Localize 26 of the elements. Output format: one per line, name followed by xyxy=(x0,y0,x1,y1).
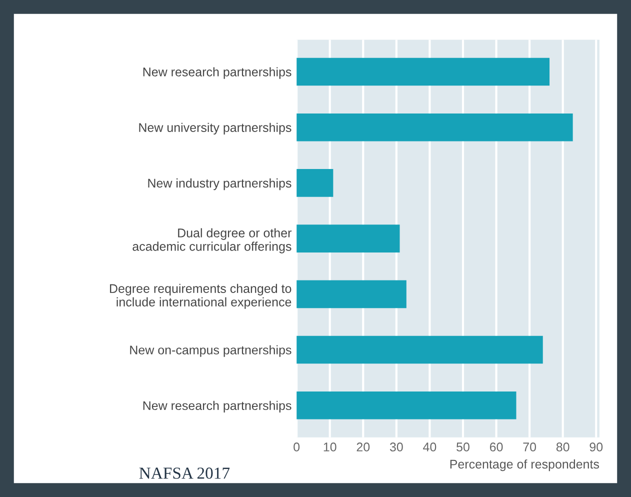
y-tick-label: Degree requirements changed to include international experience xyxy=(110,284,292,309)
y-tick-label: New research partnerships xyxy=(143,400,292,413)
x-tick-label: 20 xyxy=(356,442,370,452)
x-tick-label: 80 xyxy=(556,442,570,452)
x-tick-label: 60 xyxy=(490,442,503,452)
bar xyxy=(296,58,550,86)
x-tick-label: 90 xyxy=(590,442,603,452)
bar xyxy=(296,169,334,197)
x-tick-label: 70 xyxy=(523,442,536,452)
y-tick-label: New on-campus partnerships xyxy=(130,345,292,357)
bar xyxy=(296,224,400,252)
bar xyxy=(296,336,543,364)
text: NAFSA 2017 xyxy=(139,468,230,479)
y-tick-label: New research partnerships xyxy=(143,67,292,79)
x-tick-label: 30 xyxy=(390,442,403,452)
x-tick-label: 0 xyxy=(294,442,300,452)
bar xyxy=(296,113,573,142)
x-tick-label: 40 xyxy=(423,442,436,452)
y-tick-label: New industry partnerships xyxy=(148,178,292,190)
y-tick-label: New university partnerships xyxy=(139,122,292,134)
y-tick-label: Dual degree or other academic curricular offerings xyxy=(132,228,292,254)
bar xyxy=(296,280,406,308)
x-tick-label: 10 xyxy=(324,442,336,452)
x-tick-label: 50 xyxy=(456,442,470,452)
x-axis-title: Percentage of respondents xyxy=(450,459,600,472)
bar xyxy=(296,391,516,420)
